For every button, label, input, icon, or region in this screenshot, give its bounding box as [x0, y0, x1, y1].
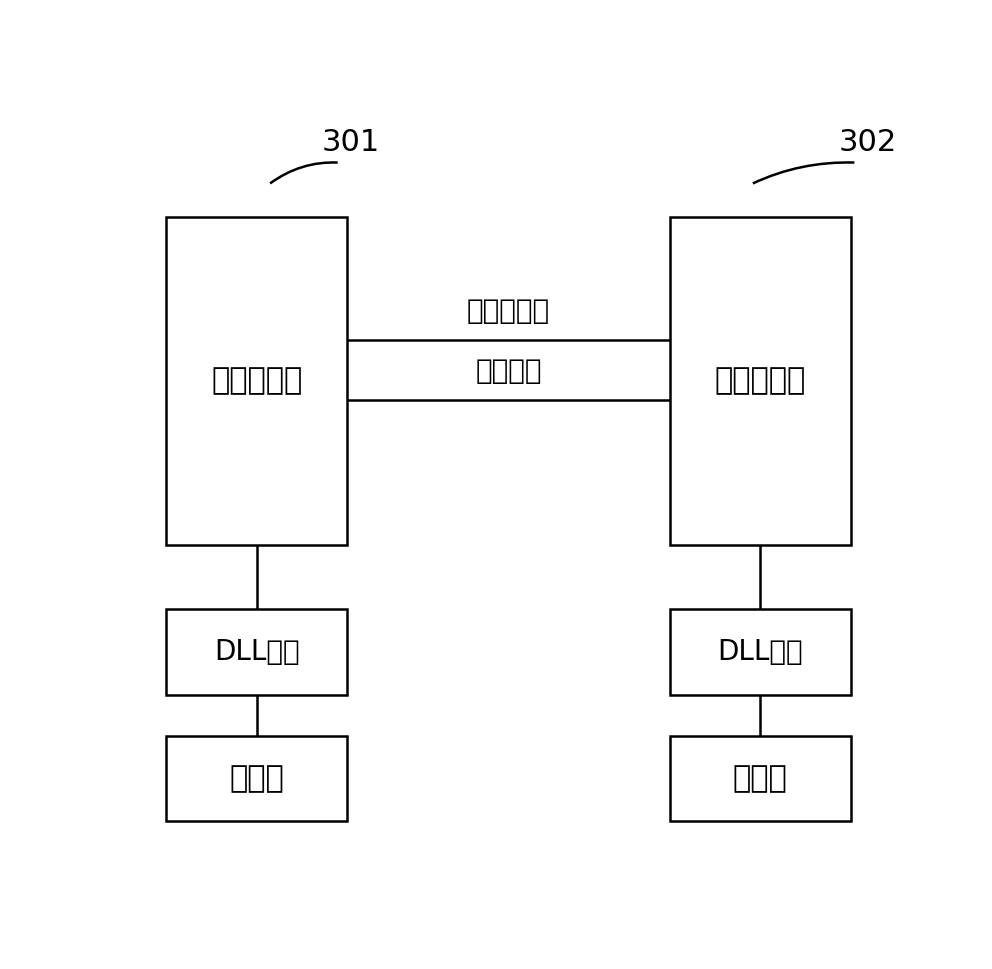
Bar [167, 217, 347, 546]
Bar [167, 735, 347, 822]
Text: 客户端: 客户端 [733, 764, 788, 793]
Text: 301: 301 [321, 128, 380, 157]
Text: 数据通道: 数据通道 [475, 357, 542, 385]
Bar [670, 217, 850, 546]
Text: 第二服务器: 第二服务器 [714, 366, 806, 395]
Text: 客户端: 客户端 [229, 764, 284, 793]
Text: DLL通信: DLL通信 [717, 638, 803, 666]
Text: 302: 302 [839, 128, 898, 157]
Text: DLL通信: DLL通信 [214, 638, 300, 666]
Bar [167, 609, 347, 695]
Bar [670, 735, 850, 822]
Bar [670, 609, 850, 695]
Text: 第一服务器: 第一服务器 [211, 366, 303, 395]
Text: 心跳包通道: 心跳包通道 [467, 297, 550, 326]
